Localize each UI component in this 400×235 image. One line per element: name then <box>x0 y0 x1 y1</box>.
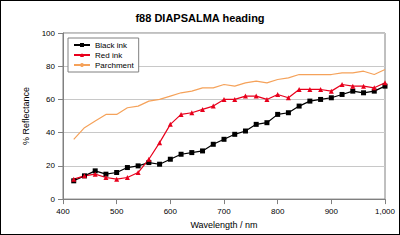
svg-text:% Reflectance: % Reflectance <box>21 87 31 145</box>
svg-text:0: 0 <box>51 195 56 204</box>
svg-text:100: 100 <box>42 29 56 38</box>
svg-text:40: 40 <box>46 128 55 137</box>
svg-text:Parchment: Parchment <box>95 61 134 70</box>
svg-text:500: 500 <box>110 207 124 216</box>
svg-text:600: 600 <box>164 207 178 216</box>
svg-text:Black ink: Black ink <box>95 41 128 50</box>
svg-text:80: 80 <box>46 62 55 71</box>
svg-text:Wavelength / nm: Wavelength / nm <box>190 220 257 230</box>
svg-text:800: 800 <box>271 207 285 216</box>
svg-text:400: 400 <box>56 207 70 216</box>
svg-text:60: 60 <box>46 95 55 104</box>
svg-text:Red ink: Red ink <box>95 51 123 60</box>
svg-text:20: 20 <box>46 161 55 170</box>
svg-text:1,000: 1,000 <box>375 207 396 216</box>
svg-text:f88 DIAPSALMA heading: f88 DIAPSALMA heading <box>135 12 264 24</box>
svg-text:700: 700 <box>217 207 231 216</box>
svg-text:900: 900 <box>325 207 339 216</box>
